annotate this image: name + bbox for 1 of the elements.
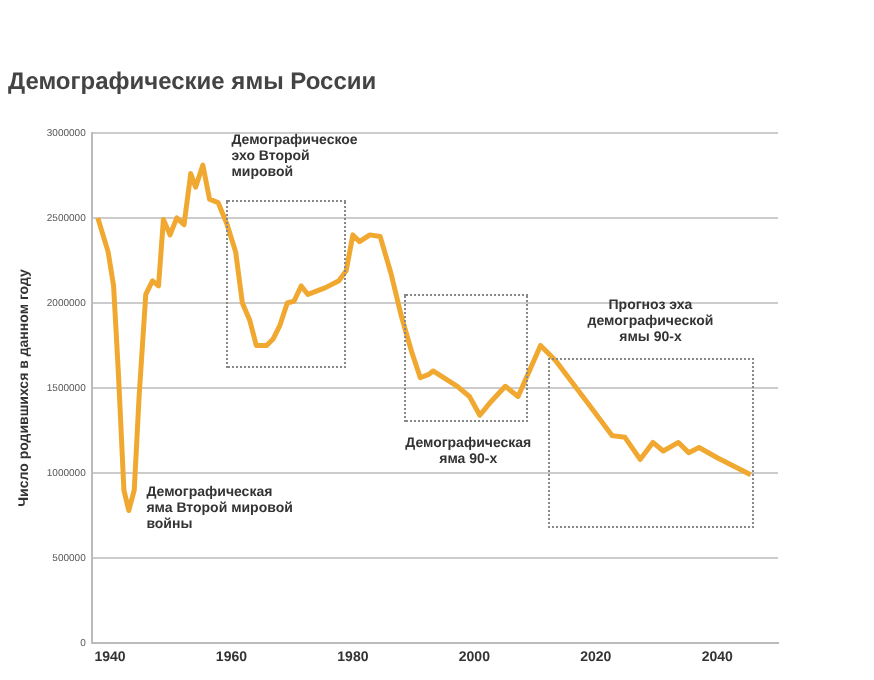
chart-title: Демографические ямы России xyxy=(8,67,377,96)
